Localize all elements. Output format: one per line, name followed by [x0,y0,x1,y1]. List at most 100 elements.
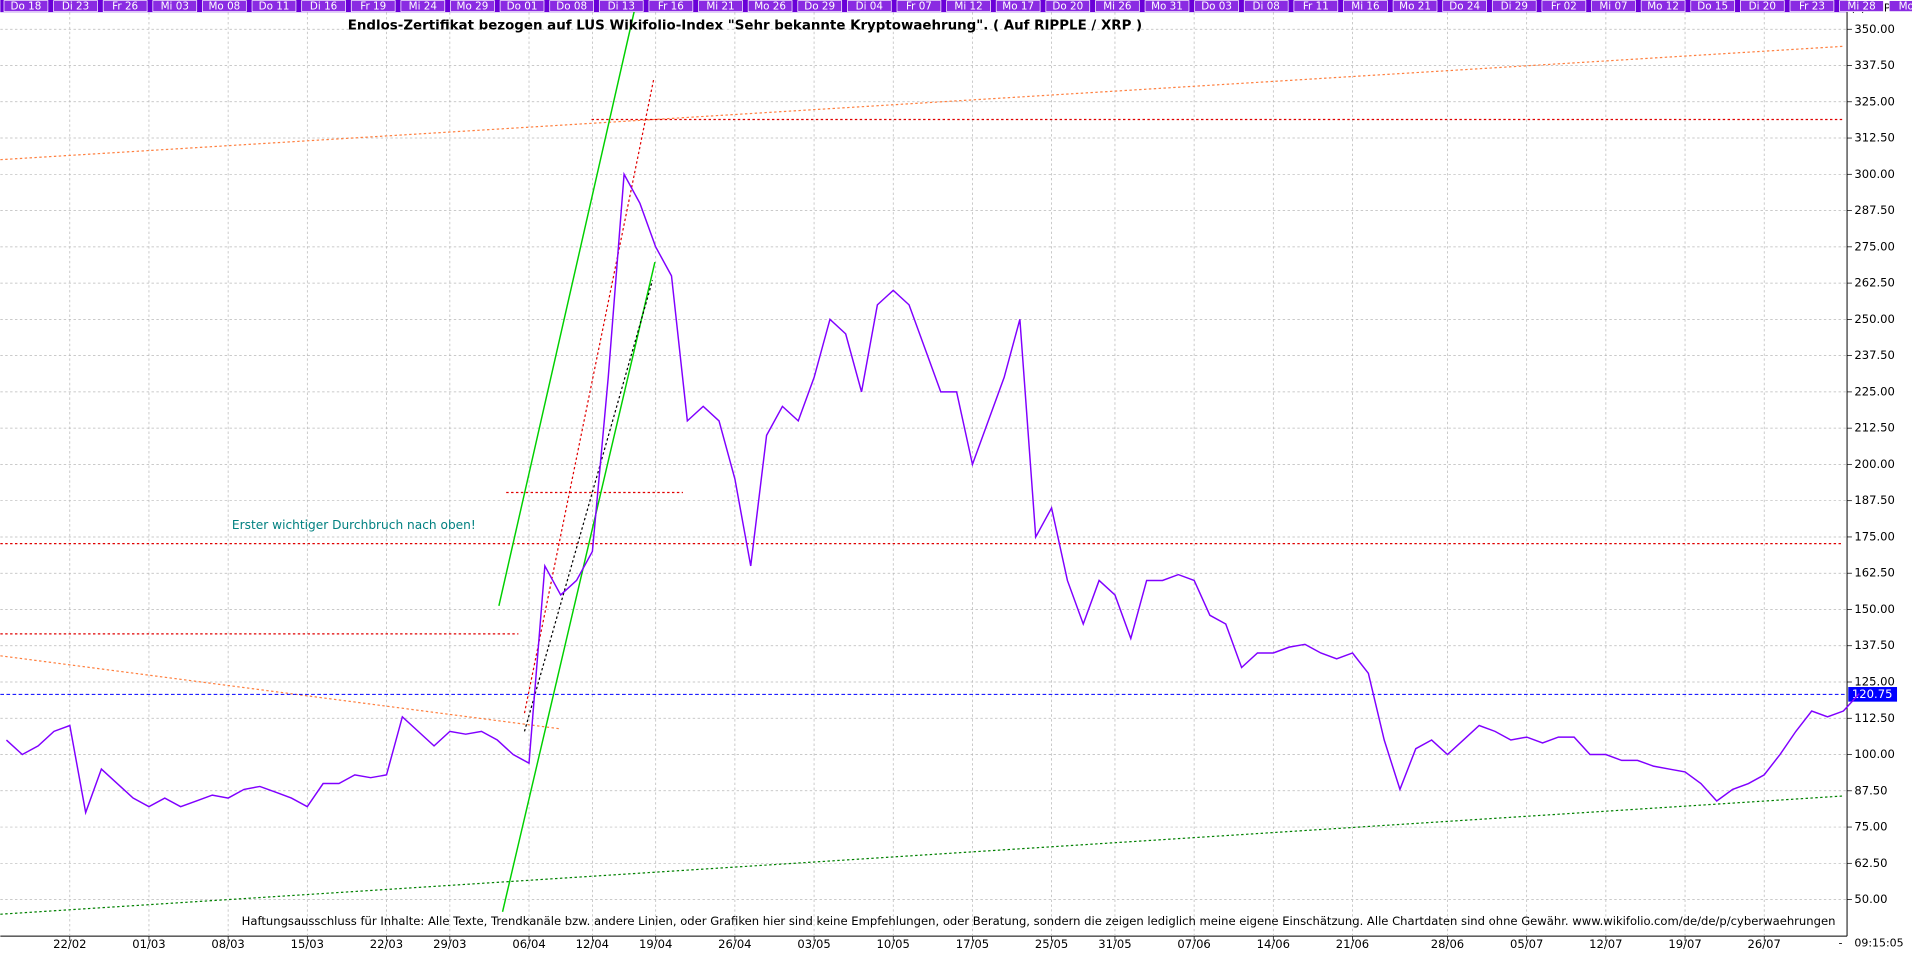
x-tick-label: 21/06 [1336,937,1369,951]
date-strip-box [350,0,396,12]
y-tick-label: 275.00 [1854,239,1895,253]
date-strip-label: Mo 17 [1002,1,1034,13]
date-strip-label: Mo 0 [1899,1,1912,13]
disclaimer: Haftungsausschluss für Inhalte: Alle Tex… [242,914,1836,928]
x-tick-label: 12/04 [576,937,609,951]
x-tick-label: 31/05 [1098,937,1131,951]
x-tick-label: 22/03 [370,937,403,951]
date-strip-label: Do 01 [507,1,538,13]
date-strip-label: Di 29 [1501,1,1528,13]
y-tick-label: 337.50 [1854,58,1895,72]
x-tick-label: 25/05 [1035,937,1068,951]
date-strip-box [896,0,942,12]
x-tick-label: 28/06 [1431,937,1464,951]
y-tick-label: 62.50 [1854,856,1887,870]
y-tick-label: 100.00 [1854,747,1895,761]
x-tick-label: 19/07 [1668,937,1701,951]
y-tick-label: 262.50 [1854,276,1895,290]
x-tick-label: 26/07 [1748,937,1781,951]
date-strip-label: Mi 03 [161,1,189,13]
date-strip-label: Mo 21 [1399,1,1431,13]
date-strip-box [847,0,892,12]
trend-line [0,45,1844,161]
x-tick-label: 03/05 [797,937,830,951]
date-strip-label: Do 11 [259,1,290,13]
date-strip-box [1045,0,1091,12]
date-strip-box [1095,0,1140,12]
date-strip-label: Di 16 [310,1,337,13]
date-strip-box [549,0,594,12]
y-tick-label: 112.50 [1854,711,1895,725]
x-tick-label: 01/03 [132,937,165,951]
date-strip-box [747,0,793,12]
date-strip-box [499,0,545,12]
date-strip-box [102,0,148,12]
date-strip-label: Mo 26 [754,1,786,13]
x-tick-label: 22/02 [53,937,86,951]
y-tick-label: 237.50 [1854,348,1895,362]
date-strip-label: Fr 11 [1303,1,1329,13]
x-tick-label: 29/03 [433,937,466,951]
trend-line [0,795,1844,915]
x-tick-label: 08/03 [211,937,244,951]
date-strip-box [53,0,98,12]
x-tick-label: 17/05 [956,937,989,951]
y-tick-label: 287.50 [1854,203,1895,217]
date-strip-label: Fr 19 [360,1,386,13]
date-strip-box [1243,0,1289,12]
x-tick-label: 15/03 [291,937,324,951]
date-strip-box [1591,0,1636,12]
date-strip-label: Di 20 [1749,1,1776,13]
last-value-label: 120.75 [1852,687,1893,701]
y-tick-label: 350.00 [1854,22,1895,36]
x-tick-label: 26/04 [718,937,751,951]
date-strip-box [1442,0,1487,12]
date-strip-box [1144,0,1190,12]
date-strip-box [1343,0,1388,12]
axis-marker: - [1839,936,1843,949]
date-strip-box [797,0,843,12]
date-strip-box [995,0,1041,12]
trend-line [501,261,656,912]
date-strip-label: Fr 07 [906,1,932,13]
y-tick-label: 325.00 [1854,94,1895,108]
date-strip-label: Mo 29 [457,1,489,13]
date-strip-label: Do 08 [556,1,587,13]
date-strip-box [698,0,743,12]
date-strip-box [202,0,247,12]
date-strip-box [1541,0,1587,12]
date-strip-box [1690,0,1736,12]
date-strip-label: Di 04 [856,1,884,13]
x-tick-label: 07/06 [1177,937,1210,951]
date-strip-box [1888,0,1912,12]
price-line [5,171,1860,816]
y-tick-label: 225.00 [1854,384,1895,398]
date-strip-label: Do 18 [11,1,42,13]
date-strip-label: Mi 28 [1847,1,1875,13]
date-strip-label: Do 15 [1697,1,1728,13]
date-strip-box [946,0,991,12]
date-strip-label: Do 20 [1052,1,1083,13]
date-strip-box [1194,0,1239,12]
date-strip-label: Fr 02 [1551,1,1577,13]
date-strip-label: Mi 16 [1351,1,1379,13]
date-strip-box [1789,0,1835,12]
date-strip-label: Mi 26 [1103,1,1131,13]
date-strip-box [1293,0,1339,12]
date-strip-box [301,0,346,12]
y-tick-label: 200.00 [1854,457,1895,471]
date-strip-box [1839,0,1884,12]
date-strip-label: Mi 07 [1599,1,1627,13]
trend-lines [0,5,1844,915]
date-strip-label: Do 24 [1449,1,1480,13]
date-strip-box [450,0,495,12]
date-strip-box [152,0,198,12]
x-tick-label: 05/07 [1510,937,1543,951]
x-tick-label: 14/06 [1257,937,1290,951]
y-tick-label: 162.50 [1854,566,1895,580]
y-tick-label: 137.50 [1854,638,1895,652]
y-tick-label: 300.00 [1854,167,1895,181]
date-strip-label: Mi 21 [706,1,734,13]
date-strip-box [1640,0,1686,12]
